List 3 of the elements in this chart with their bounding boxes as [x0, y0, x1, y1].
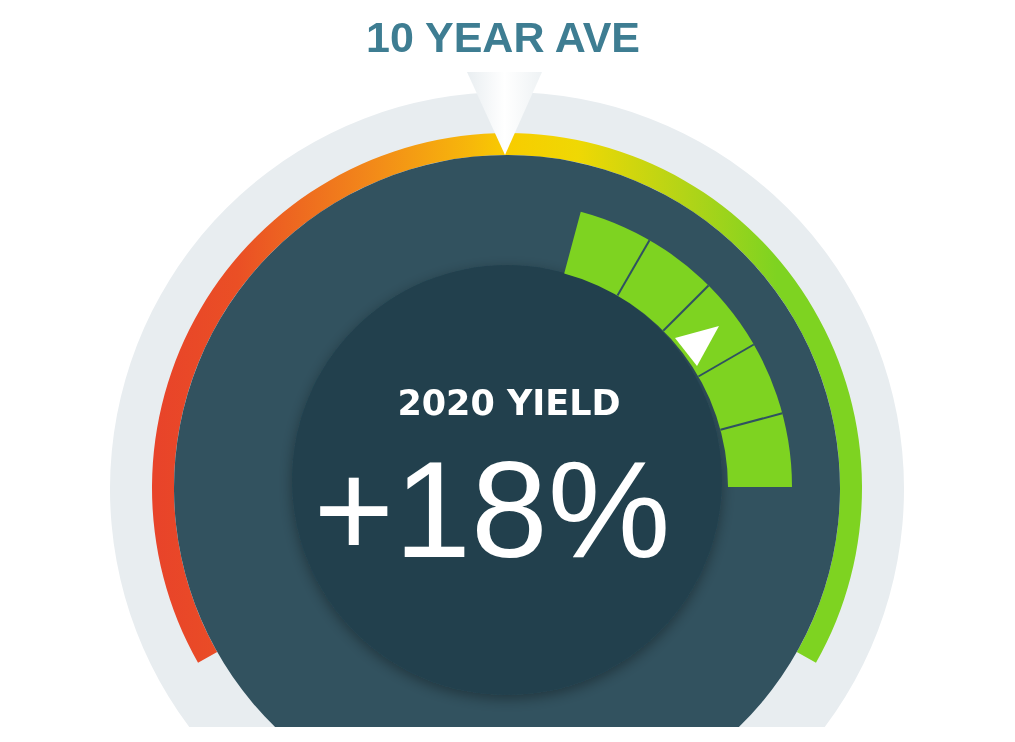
text: 10 YEAR AVE	[365, 13, 641, 61]
data-label: +18%	[313, 432, 671, 586]
category-label: 2020 YIELD	[397, 383, 621, 423]
